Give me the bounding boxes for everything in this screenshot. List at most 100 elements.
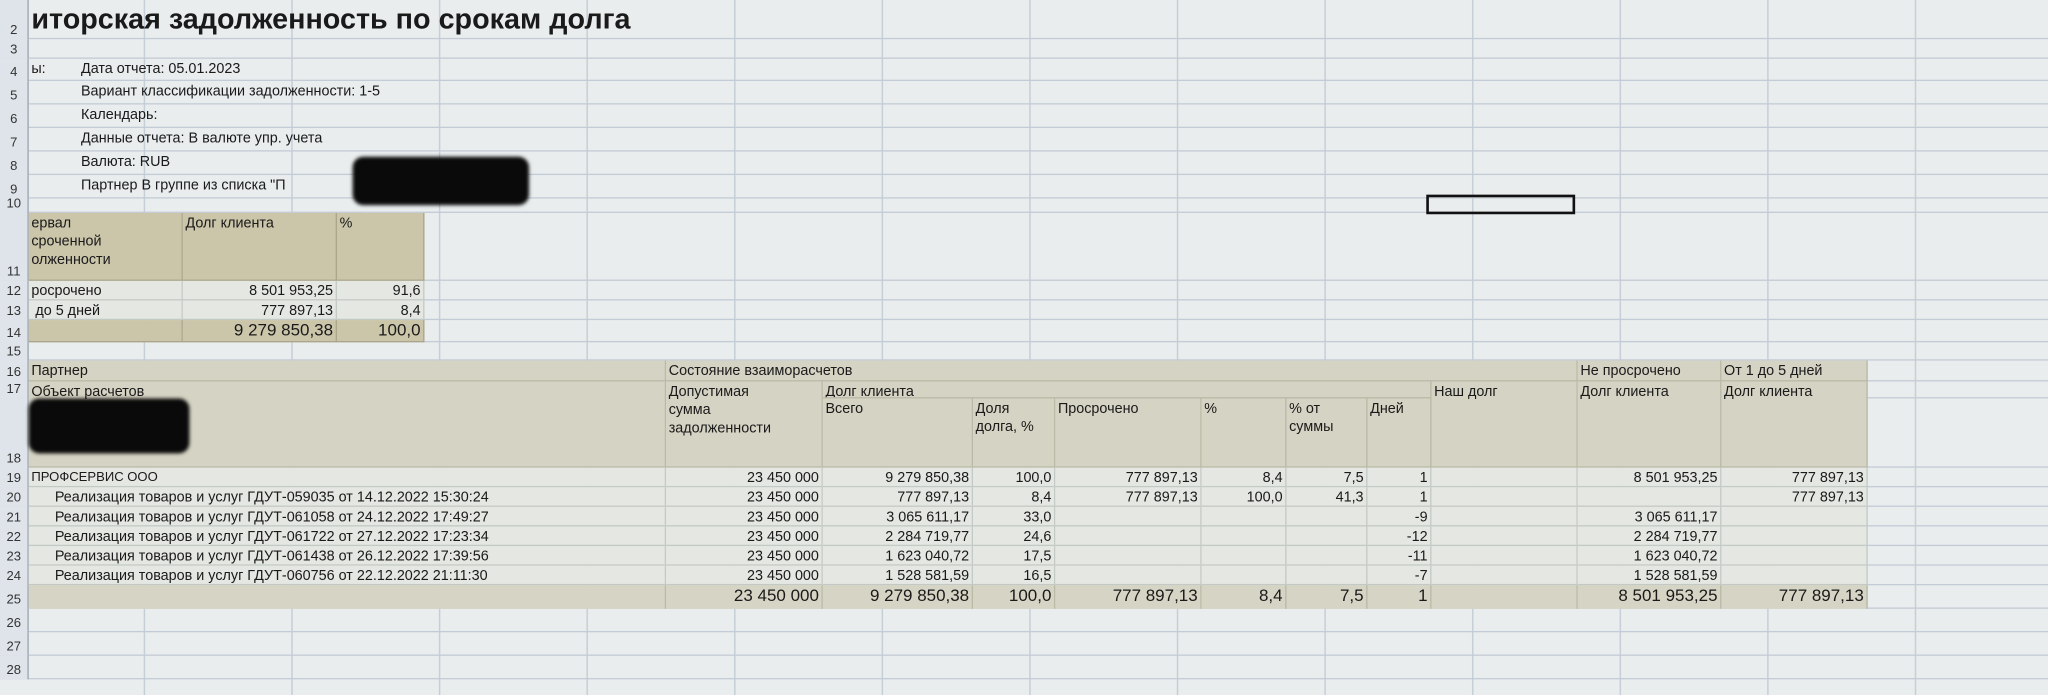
table-total-cell[interactable]: 777 897,13 [1721,585,1868,609]
table-cell[interactable]: 23 450 000 [666,565,823,586]
param-currency[interactable]: Валюта: RUB [80,154,171,170]
table-cell[interactable] [1721,526,1868,547]
table-total-cell[interactable]: 8,4 [1201,585,1287,609]
row-header[interactable]: 4 [0,58,29,81]
param-classification[interactable]: Вариант классификации задолженности: 1-5 [80,83,381,100]
table-cell[interactable] [1201,506,1287,527]
row-header[interactable]: 10 [0,197,29,213]
row-header[interactable]: 22 [0,526,29,547]
row-header[interactable]: 2 [0,0,29,40]
table-cell[interactable] [1577,487,1722,507]
table-cell[interactable] [1431,565,1578,586]
row-header[interactable]: 6 [0,104,29,129]
table-total-cell[interactable]: 8 501 953,25 [1577,585,1722,609]
table-row-label[interactable]: ПРОФСЕРВИС ООО [28,467,667,488]
row-header[interactable]: 13 [0,300,29,321]
table-cell[interactable] [1055,526,1202,547]
row-header[interactable]: 19 [0,467,29,488]
summary-cell[interactable]: 91,6 [336,280,425,301]
row-header[interactable]: 28 [0,655,29,680]
header-total[interactable]: Всего [822,398,974,468]
summary-cell[interactable]: росрочено [28,280,183,301]
table-cell[interactable]: 41,3 [1286,487,1368,507]
summary-cell[interactable]: 777 897,13 [182,300,337,321]
row-header[interactable]: 26 [0,608,29,633]
table-total-cell[interactable]: 9 279 850,38 [822,585,974,609]
row-header[interactable]: 3 [0,39,29,59]
row-header[interactable]: 8 [0,151,29,176]
row-header[interactable]: 9 [0,175,29,199]
table-total-cell[interactable]: 1 [1367,585,1432,609]
table-total-cell[interactable]: 23 450 000 [666,585,823,609]
table-cell[interactable] [1431,487,1578,507]
row-header[interactable]: 12 [0,280,29,301]
table-cell[interactable]: 777 897,13 [1055,467,1202,488]
table-total-cell[interactable]: 100,0 [973,585,1056,609]
header-not-overdue-sub[interactable]: Долг клиента [1577,381,1722,468]
summary-cell[interactable]: 8 501 953,25 [182,280,337,301]
table-cell[interactable]: 7,5 [1286,467,1368,488]
table-cell[interactable]: -12 [1367,526,1432,547]
table-cell[interactable]: 23 450 000 [666,487,823,507]
table-cell[interactable]: -7 [1367,565,1432,586]
header-our-debt[interactable]: Наш долг [1431,381,1578,468]
table-cell[interactable]: 100,0 [973,467,1056,488]
table-total-cell[interactable] [1431,585,1578,609]
row-header[interactable]: 27 [0,632,29,656]
row-header[interactable]: 25 [0,585,29,609]
table-cell[interactable]: 16,5 [973,565,1056,586]
header-not-overdue[interactable]: Не просрочено [1577,360,1722,382]
table-total-cell[interactable]: 777 897,13 [1055,585,1202,609]
table-total-cell[interactable]: 7,5 [1286,585,1368,609]
row-header[interactable]: 18 [0,398,29,468]
table-cell[interactable]: 23 450 000 [666,467,823,488]
table-cell[interactable]: 100,0 [1201,487,1287,507]
table-cell[interactable]: 1 623 040,72 [822,546,974,566]
table-cell[interactable]: 777 897,13 [1055,487,1202,507]
header-allowed[interactable]: Допустимая сумма задолженности [666,381,823,468]
row-header[interactable]: 15 [0,342,29,361]
selected-cell[interactable] [1426,194,1576,215]
summary-header[interactable]: ервал сроченной олженности [28,212,183,281]
summary-header[interactable]: % [336,212,425,281]
table-cell[interactable]: 2 284 719,77 [1577,526,1722,547]
table-row-label[interactable]: Реализация товаров и услуг ГДУТ-061722 о… [28,526,667,547]
param-partner-filter[interactable]: Партнер В группе из списка "П [80,177,286,194]
row-header[interactable]: 7 [0,128,29,152]
table-cell[interactable]: 23 450 000 [666,546,823,566]
summary-header[interactable]: Долг клиента [182,212,337,281]
header-1-5-days-sub[interactable]: Долг клиента [1721,381,1868,468]
param-report-data[interactable]: Данные отчета: В валюте упр. учета [80,130,323,147]
table-cell[interactable]: 24,6 [973,526,1056,547]
table-cell[interactable] [1431,526,1578,547]
header-1-5-days[interactable]: От 1 до 5 дней [1721,360,1868,382]
table-cell[interactable] [1431,546,1578,566]
table-cell[interactable]: 777 897,13 [1721,487,1868,507]
table-cell[interactable]: 2 284 719,77 [822,526,974,547]
table-cell[interactable]: -11 [1367,546,1432,566]
row-header[interactable]: 23 [0,546,29,566]
table-cell[interactable] [1721,506,1868,527]
row-header[interactable]: 24 [0,565,29,586]
table-cell[interactable]: 33,0 [973,506,1056,527]
table-cell[interactable]: -9 [1367,506,1432,527]
table-cell[interactable]: 1 528 581,59 [822,565,974,586]
table-cell[interactable] [1721,546,1868,566]
table-cell[interactable] [1286,526,1368,547]
table-cell[interactable] [1431,506,1578,527]
header-pct[interactable]: % [1201,398,1287,468]
row-header[interactable]: 11 [0,212,29,281]
table-cell[interactable]: 23 450 000 [666,526,823,547]
table-cell[interactable]: 777 897,13 [1721,467,1868,488]
table-cell[interactable]: 17,5 [973,546,1056,566]
table-cell[interactable] [1286,506,1368,527]
table-cell[interactable]: 1 [1367,467,1432,488]
table-row-label[interactable]: Реализация товаров и услуг ГДУТ-059035 о… [28,487,667,507]
summary-cell[interactable]: 8,4 [336,300,425,321]
table-cell[interactable] [1286,546,1368,566]
summary-total[interactable]: 100,0 [336,320,425,343]
table-cell[interactable]: 8 501 953,25 [1577,467,1722,488]
summary-total[interactable] [28,320,183,343]
table-cell[interactable]: 8,4 [973,487,1056,507]
